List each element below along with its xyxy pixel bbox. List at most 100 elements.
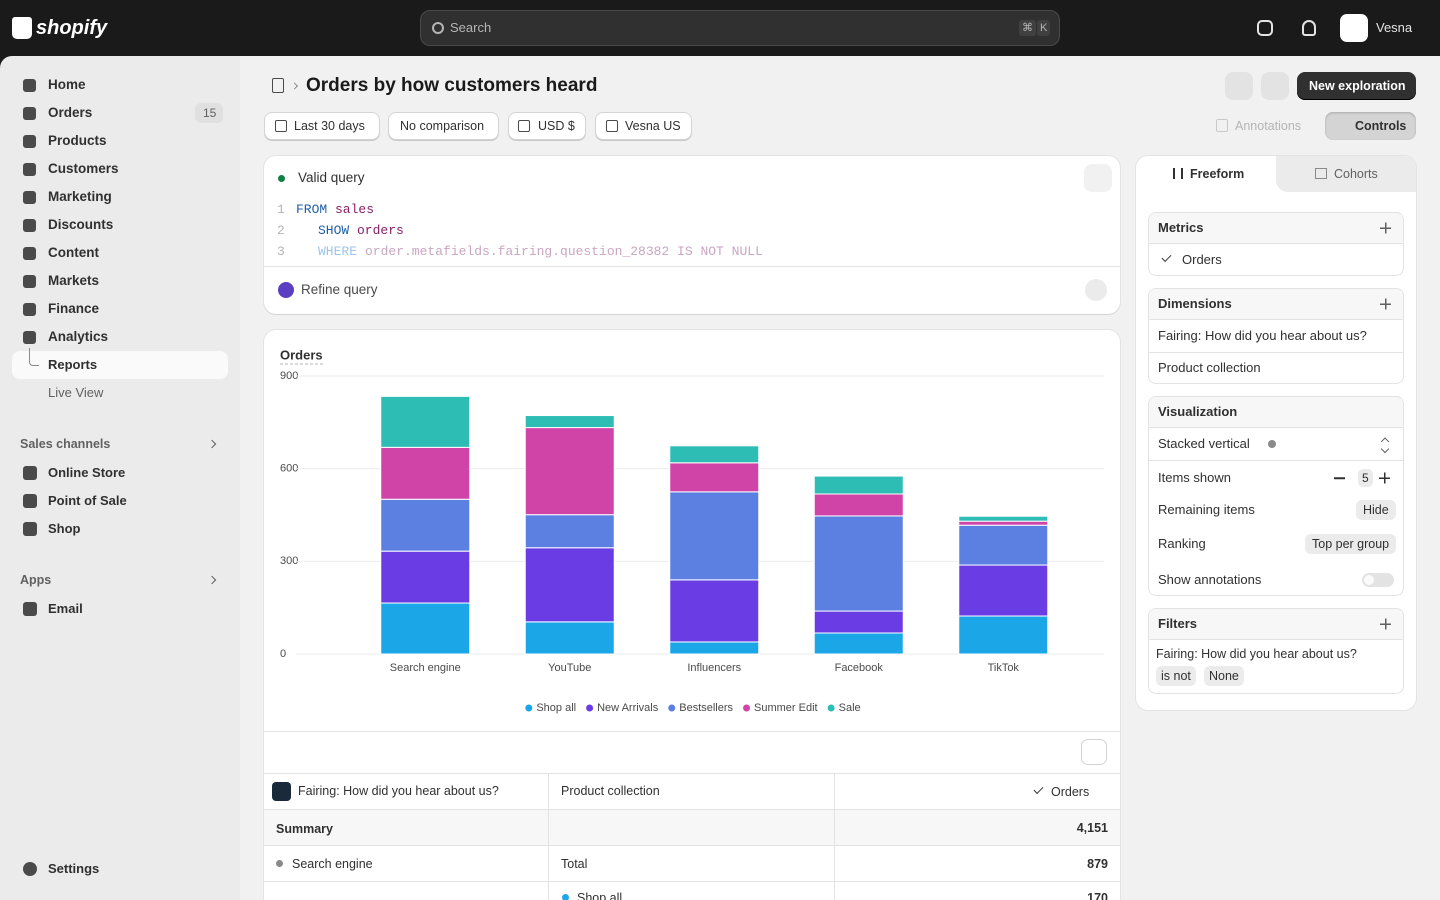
nav-item[interactable]: Analytics [48,329,109,344]
channel-item[interactable]: Shop [48,521,81,536]
store-icon[interactable] [1257,20,1273,36]
plus-btn[interactable] [1379,472,1390,484]
nav-item[interactable]: Discounts [48,217,114,232]
refine-icon [278,282,294,298]
settings[interactable]: Settings [48,861,100,876]
search-icon [432,22,444,34]
viz-label[interactable]: Items shown [1158,470,1231,485]
divider [1149,460,1403,461]
dimension-item[interactable]: Fairing: How did you hear about us? [1158,328,1367,343]
filter-chip[interactable] [388,112,499,140]
viz-label[interactable]: Show annotations [1158,572,1262,587]
nav-icon [23,107,36,120]
tab-icon [1315,168,1327,179]
col-header[interactable]: Orders [1051,785,1090,799]
col-divider [548,773,549,900]
section-title: Metrics [1158,220,1204,235]
viz-label[interactable]: Remaining items [1158,502,1255,517]
col-header: Product collection [561,784,660,798]
dimension-item[interactable]: Product collection [1158,360,1261,375]
filter-label[interactable]: Vesna US [625,119,681,133]
tab-inactive[interactable] [1276,156,1416,192]
tab[interactable]: Freeform [1190,167,1245,181]
section-title: Visualization [1158,404,1238,419]
nav-item[interactable]: Markets [48,273,100,288]
tab[interactable]: Cohorts [1334,167,1378,181]
settings-icon [23,862,37,876]
filter-chip[interactable] [595,112,692,140]
more-btn[interactable] [1261,72,1289,100]
remaining-pill[interactable]: Hide [1356,500,1396,520]
reports-highlight [12,351,228,379]
filter-label[interactable]: No comparison [400,119,485,133]
logo-icon [12,17,32,39]
nav-item[interactable]: Marketing [48,189,112,204]
refresh-btn[interactable] [1225,72,1253,100]
bell-icon[interactable] [1302,20,1316,36]
channel-item[interactable]: Email [48,601,83,616]
nav-item[interactable]: Customers [48,161,119,176]
viz-label[interactable]: Stacked vertical [1158,436,1250,451]
items-shown: 5 [1358,469,1373,487]
nav-icon [23,135,36,148]
new-exploration-label[interactable]: New exploration [1309,79,1406,93]
cell-collection: Shop all [577,891,623,900]
code-keyword: WHERE [318,244,358,259]
annotations-btn[interactable]: Annotations [1235,119,1302,133]
new-exploration-btn[interactable]: New exploration [1297,72,1416,100]
controls-btn[interactable] [1325,112,1416,140]
cell-value: 879 [1087,857,1108,871]
visualization [1148,396,1404,596]
section-title: Sales channels [20,437,111,451]
nav-item[interactable]: Finance [48,301,100,316]
nav-subitem[interactable]: Live View [48,385,104,400]
channel-icon [23,602,37,616]
col-header: Fairing: How did you hear about us? [298,784,499,798]
nav-icon [23,303,36,316]
table-header [264,773,1120,810]
refine-query[interactable]: Refine query [301,282,378,297]
add-btn[interactable] [1380,618,1391,630]
nav-icon [23,247,36,260]
summary-row [264,810,1120,846]
annotations-icon [1216,119,1228,132]
nav-subitem[interactable]: Reports [48,357,98,372]
controls-label[interactable]: Controls [1355,119,1407,133]
channel-item[interactable]: Point of Sale [48,493,127,508]
logo: shopify [36,17,108,39]
collapse-btn[interactable] [1084,164,1112,192]
nav-item[interactable]: Orders [48,105,93,120]
filter-value[interactable]: None [1204,666,1244,686]
minus-btn[interactable] [1334,477,1345,479]
nav-item[interactable]: Content [48,245,99,260]
filter-operator[interactable]: is not [1156,666,1196,686]
section-header-bg [1149,213,1403,244]
filter-chip[interactable] [264,112,380,140]
channel-item[interactable]: Online Store [48,465,126,480]
avatar[interactable] [1340,14,1368,42]
query-card [264,156,1120,314]
filters [1148,608,1404,694]
divider [264,731,1120,732]
search-box[interactable]: Search ⌘ K [420,10,1060,46]
filter-chip[interactable] [508,112,586,140]
line-number: 1 [277,202,285,217]
add-btn[interactable] [1380,298,1391,310]
nav-item[interactable]: Home [48,77,86,92]
row-dot [276,860,283,867]
cell-collection: Total [561,857,588,871]
tab-icon [1173,168,1183,179]
filter-label[interactable]: Last 30 days [294,119,365,133]
add-btn[interactable] [1380,222,1391,234]
nav-item[interactable]: Products [48,133,107,148]
section-header-bg [1149,397,1403,428]
viz-label[interactable]: Ranking [1158,536,1206,551]
filter-label[interactable]: USD $ [538,119,575,133]
divider [1149,352,1403,353]
user-name[interactable]: Vesna [1376,20,1413,35]
chip-icon [518,120,530,132]
send-btn[interactable] [1085,279,1107,301]
line-number: 2 [277,223,285,238]
ranking-pill[interactable]: Top per group [1305,534,1397,554]
table-toggle[interactable] [1081,739,1107,765]
